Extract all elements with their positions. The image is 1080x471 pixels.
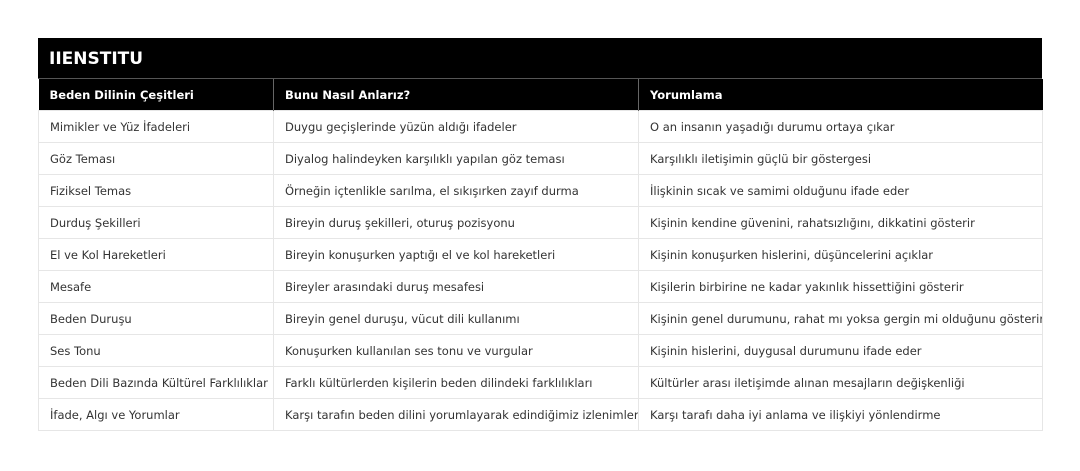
table-row: Ses Tonu Konuşurken kullanılan ses tonu v…	[38, 334, 1043, 367]
table-cell: Bireyin konuşurken yaptığı el ve kol har…	[273, 238, 639, 271]
table-cell: Karşı tarafın beden dilini yorumlayarak …	[273, 398, 639, 431]
table-cell: Kişinin genel durumunu, rahat mı yoksa g…	[638, 302, 1043, 335]
table-row: İfade, Algı ve Yorumlar Karşı tarafın bed…	[38, 398, 1043, 431]
table-cell: Ses Tonu	[38, 334, 274, 367]
table-row: El ve Kol Hareketleri Bireyin konuşurken …	[38, 238, 1043, 271]
table-cell: Örneğin içtenlikle sarılma, el sıkışırke…	[273, 174, 639, 207]
table-cell: Duygu geçişlerinde yüzün aldığı ifadeler	[273, 110, 639, 143]
table-cell: Kişinin kendine güvenini, rahatsızlığını…	[638, 206, 1043, 239]
table-cell: Farklı kültürlerden kişilerin beden dili…	[273, 366, 639, 399]
table-row: Beden Duruşu Bireyin genel duruşu, vücut …	[38, 302, 1043, 335]
table-cell: Bireyler arasındaki duruş mesafesi	[273, 270, 639, 303]
table-cell: Karşılıklı iletişimin güçlü bir gösterge…	[638, 142, 1043, 175]
table-cell: Kişinin hislerini, duygusal durumunu ifa…	[638, 334, 1043, 367]
table-row: Göz Teması Diyalog halindeyken karşılıklı…	[38, 142, 1043, 175]
table-cell: Beden Duruşu	[38, 302, 274, 335]
table-cell: İfade, Algı ve Yorumlar	[38, 398, 274, 431]
table-row: Mesafe Bireyler arasındaki duruş mesafesi…	[38, 270, 1043, 303]
table-cell: Diyalog halindeyken karşılıklı yapılan g…	[273, 142, 639, 175]
body-language-table: Beden Dilinin Çeşitleri Bunu Nasıl Anlar…	[38, 79, 1043, 431]
table-cell: Kişilerin birbirine ne kadar yakınlık hi…	[638, 270, 1043, 303]
column-header: Yorumlama	[638, 79, 1043, 111]
table-row: Fiziksel Temas Örneğin içtenlikle sarılma…	[38, 174, 1043, 207]
table-cell: Fiziksel Temas	[38, 174, 274, 207]
table-row: Durduş Şekilleri Bireyin duruş şekilleri,…	[38, 206, 1043, 239]
table-cell: O an insanın yaşadığı durumu ortaya çıka…	[638, 110, 1043, 143]
header-row: Beden Dilinin Çeşitleri Bunu Nasıl Anlar…	[38, 79, 1043, 111]
body-language-table-container: IIENSTITU Beden Dilinin Çeşitleri Bunu N…	[38, 38, 1043, 431]
table-title: IIENSTITU	[38, 38, 1042, 79]
column-header: Beden Dilinin Çeşitleri	[38, 79, 274, 111]
table-cell: Karşı tarafı daha iyi anlama ve ilişkiyi…	[638, 398, 1043, 431]
table-cell: Bireyin duruş şekilleri, oturuş pozisyon…	[273, 206, 639, 239]
table-cell: Bireyin genel duruşu, vücut dili kullanı…	[273, 302, 639, 335]
table-cell: Göz Teması	[38, 142, 274, 175]
table-row: Mimikler ve Yüz İfadeleri Duygu geçişleri…	[38, 110, 1043, 143]
table-cell: İlişkinin sıcak ve samimi olduğunu ifade…	[638, 174, 1043, 207]
table-cell: Beden Dili Bazında Kültürel Farklılıklar	[38, 366, 274, 399]
table-cell: Kültürler arası iletişimde alınan mesajl…	[638, 366, 1043, 399]
table-cell: El ve Kol Hareketleri	[38, 238, 274, 271]
table-cell: Mimikler ve Yüz İfadeleri	[38, 110, 274, 143]
column-header: Bunu Nasıl Anlarız?	[273, 79, 639, 111]
table-cell: Mesafe	[38, 270, 274, 303]
table-row: Beden Dili Bazında Kültürel Farklılıklar…	[38, 366, 1043, 399]
table-cell: Durduş Şekilleri	[38, 206, 274, 239]
table-cell: Kişinin konuşurken hislerini, düşünceler…	[638, 238, 1043, 271]
table-cell: Konuşurken kullanılan ses tonu ve vurgul…	[273, 334, 639, 367]
